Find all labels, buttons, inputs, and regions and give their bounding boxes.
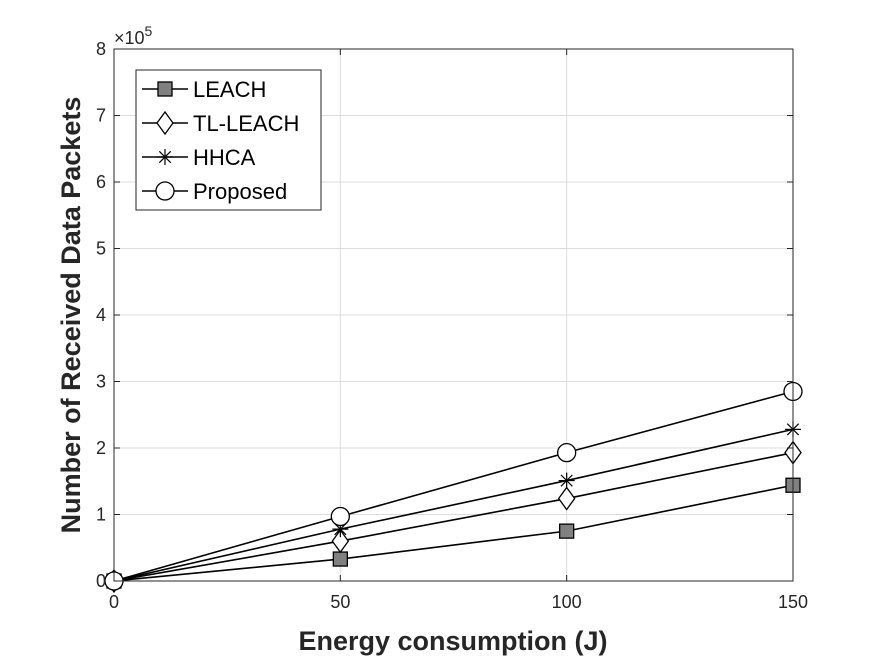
y-exponent-power: 5 [145, 23, 153, 39]
legend-label: HHCA [193, 145, 256, 170]
legend-label: TL-LEACH [193, 111, 299, 136]
series-line [113, 390, 794, 582]
legend-item: HHCA [142, 145, 256, 170]
y-tick-label: 7 [96, 106, 106, 126]
data-point [332, 551, 348, 567]
x-tick-label: 150 [778, 592, 808, 612]
legend-marker [157, 149, 173, 165]
x-axis-label: Energy consumption (J) [298, 626, 607, 656]
legend-marker [156, 110, 174, 136]
x-tick-label: 0 [109, 592, 119, 612]
legend-item: Proposed [142, 179, 287, 204]
data-point [558, 472, 575, 489]
series-line [113, 428, 794, 582]
data-point [559, 523, 575, 539]
y-exponent-base: ×10 [114, 28, 145, 48]
x-tick-label: 100 [552, 592, 582, 612]
legend: LEACH TL-LEACH HHCA Proposed [135, 69, 322, 211]
series-layer [104, 381, 803, 594]
y-tick-label: 0 [96, 571, 106, 591]
axis-ticks [113, 48, 794, 582]
y-tick-label: 1 [96, 505, 106, 525]
legend-item: TL-LEACH [142, 110, 299, 136]
y-tick-label: 8 [96, 39, 106, 59]
series-line [113, 484, 794, 582]
data-point [330, 506, 350, 527]
series-line [113, 451, 794, 582]
data-point [557, 486, 576, 511]
legend-item: LEACH [142, 77, 266, 102]
data-point [557, 443, 577, 463]
y-exponent-label: ×105 [114, 23, 153, 48]
data-point [331, 528, 350, 554]
y-tick-label: 6 [96, 172, 106, 192]
legend-label: LEACH [193, 77, 266, 102]
legend-marker [157, 81, 173, 97]
x-tick-label: 50 [330, 592, 350, 612]
y-tick-label: 3 [96, 372, 106, 392]
legend-label: Proposed [193, 179, 287, 204]
tick-labels: 0 1 2 3 4 5 6 7 8 0 50 100 150 [96, 39, 808, 612]
legend-marker [155, 181, 175, 201]
y-axis-label: Number of Received Data Packets [56, 97, 86, 534]
y-tick-label: 5 [96, 239, 106, 259]
y-tick-label: 2 [96, 438, 106, 458]
y-tick-label: 4 [96, 305, 106, 325]
